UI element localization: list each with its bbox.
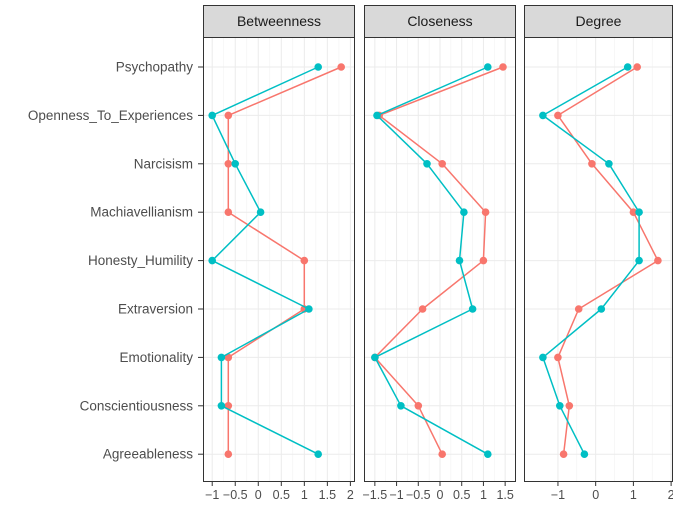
data-point: [256, 208, 265, 216]
y-tick-label: Conscientiousness: [80, 398, 194, 413]
data-point: [635, 256, 643, 265]
panel-background: [524, 37, 673, 482]
data-point: [565, 402, 574, 410]
data-point: [208, 256, 216, 265]
data-point: [314, 63, 323, 71]
data-point: [217, 402, 226, 410]
data-point: [224, 450, 233, 459]
x-tick-label: −0.5: [223, 488, 248, 502]
data-point: [208, 111, 216, 120]
data-point: [554, 353, 562, 362]
data-point: [623, 63, 632, 71]
data-point: [455, 256, 464, 265]
x-tick-label: −0.5: [406, 488, 431, 502]
data-point: [499, 63, 507, 71]
x-tick-label: −1.5: [363, 488, 388, 502]
data-point: [423, 160, 431, 168]
x-tick-label: 2: [347, 488, 354, 502]
data-point: [418, 305, 427, 313]
x-tick-label: 0: [592, 488, 599, 502]
x-tick-label: 1.5: [319, 488, 336, 502]
facet-panel-closeness: Closeness −1.5 −1 −0.5 0 0.5 1 1.5: [363, 5, 516, 502]
facet-panel-betweenness: Betweenness −1 −0.5 0 0.5 1 1.5 2: [203, 5, 355, 502]
data-point: [224, 160, 233, 168]
x-tick-label: 1: [301, 488, 308, 502]
x-tick-label: 0.5: [273, 488, 290, 502]
data-point: [414, 402, 423, 410]
data-point: [479, 256, 488, 265]
data-point: [597, 305, 606, 313]
x-tick-label: 0: [255, 488, 262, 502]
x-tick-label: 1: [480, 488, 487, 502]
data-point: [559, 450, 568, 459]
data-point: [224, 111, 233, 120]
data-point: [224, 353, 233, 362]
data-point: [574, 305, 583, 313]
y-tick-label: Extraversion: [118, 302, 193, 317]
data-point: [438, 160, 447, 168]
data-point: [438, 450, 447, 459]
x-tick-label: 0: [437, 488, 444, 502]
data-point: [371, 353, 379, 362]
data-point: [654, 256, 662, 265]
data-point: [633, 63, 641, 71]
data-point: [484, 63, 492, 71]
x-tick-label: −1: [551, 488, 565, 502]
x-tick-label: 0.5: [453, 488, 470, 502]
data-point: [460, 208, 468, 216]
y-tick-label: Emotionality: [119, 350, 193, 365]
data-point: [300, 256, 309, 265]
data-point: [373, 111, 381, 120]
data-point: [314, 450, 323, 459]
facet-strip: [364, 5, 516, 38]
data-point: [635, 208, 643, 216]
data-point: [468, 305, 477, 313]
y-tick-label: Openness_To_Experiences: [28, 108, 193, 123]
data-point: [556, 402, 564, 410]
facet-strip-label: Betweenness: [237, 13, 321, 29]
facet-strip: [524, 5, 673, 38]
data-point: [397, 402, 405, 410]
facet-strip-label: Closeness: [407, 13, 472, 29]
x-tick-label: −1: [205, 488, 219, 502]
x-tick-label: 1: [630, 488, 637, 502]
y-tick-label: Narcisism: [134, 156, 193, 171]
x-tick-label: 2: [668, 488, 673, 502]
data-point: [588, 160, 596, 168]
data-point: [484, 450, 492, 459]
x-tick-label: −1: [389, 488, 403, 502]
data-point: [481, 208, 490, 216]
panel-background: [203, 37, 355, 482]
data-point: [554, 111, 562, 120]
facet-strip-label: Degree: [576, 13, 622, 29]
x-tick-label: 1.5: [496, 488, 513, 502]
data-point: [605, 160, 613, 168]
facet-panel-degree: Degree −1 0 1 2: [524, 5, 673, 502]
panel-border: [203, 37, 355, 482]
y-tick-label: Agreeableness: [103, 447, 193, 462]
data-point: [539, 111, 547, 120]
y-tick-label: Psychopathy: [116, 60, 194, 75]
data-point: [580, 450, 589, 459]
y-tick-label: Honesty_Humility: [88, 253, 193, 268]
data-point: [231, 160, 239, 168]
data-point: [224, 208, 233, 216]
data-point: [629, 208, 638, 216]
facet-strip: [203, 5, 355, 38]
data-point: [305, 305, 313, 313]
data-point: [539, 353, 547, 362]
y-tick-label: Machiavellianism: [90, 205, 193, 220]
data-point: [337, 63, 346, 71]
data-point: [217, 353, 226, 362]
